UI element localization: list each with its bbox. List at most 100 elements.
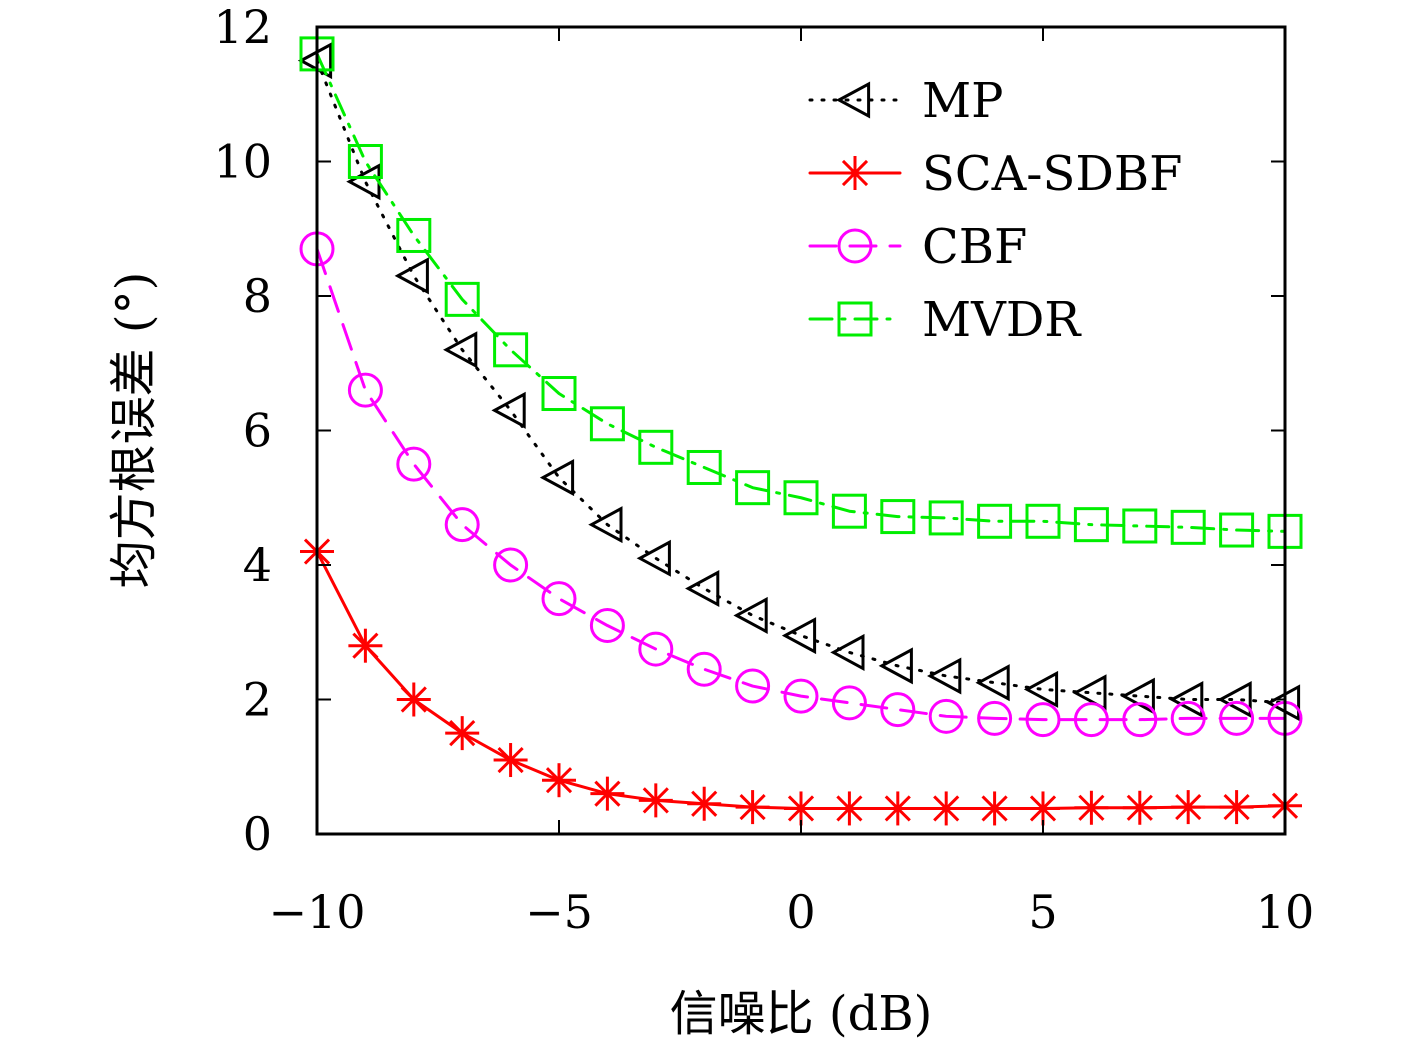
data-point-mvdr (347, 144, 383, 179)
y-tick-label: 6 (243, 404, 272, 458)
data-point-mp (1023, 670, 1059, 708)
data-point-cbf (735, 668, 771, 704)
data-point-mp (878, 647, 913, 685)
data-point-cbf (1025, 702, 1061, 738)
data-point-sca-sdbf (929, 791, 964, 826)
data-point-mvdr (493, 332, 529, 368)
y-tick-label: 12 (213, 0, 272, 54)
data-point-sca-sdbf (1171, 790, 1206, 825)
data-point-cbf (1219, 700, 1255, 736)
y-tick-label: 0 (243, 807, 272, 861)
data-point-cbf (493, 547, 529, 583)
legend-entry-sca-sdbf: SCA-SDBF (808, 146, 1182, 202)
legend-label-sca-sdbf: SCA-SDBF (922, 146, 1182, 202)
asterisk-stroke (1029, 795, 1057, 822)
data-point-mp (443, 331, 478, 369)
legend-entry-mvdr: MVDR (808, 292, 1082, 348)
legend-label-mvdr: MVDR (922, 292, 1082, 348)
data-point-sca-sdbf (445, 716, 480, 751)
asterisk-stroke (884, 795, 911, 822)
plot-marks (297, 36, 1303, 826)
data-point-mvdr (1025, 503, 1061, 539)
asterisk-stroke (981, 795, 1008, 822)
asterisk-stroke (1126, 794, 1153, 821)
data-point-mvdr (1122, 508, 1158, 544)
asterisk-stroke (449, 720, 476, 747)
data-point-cbf (1122, 702, 1158, 738)
data-point-sca-sdbf (832, 791, 867, 826)
series-sca-sdbf (300, 534, 1302, 826)
y-tick-label: 10 (213, 135, 272, 189)
data-point-mp (927, 657, 962, 695)
data-point-sca-sdbf (687, 786, 722, 821)
data-point-cbf (444, 507, 480, 543)
data-point-cbf (347, 372, 383, 408)
x-axis-label: 信噪比 (dB) (670, 986, 933, 1042)
data-point-cbf (977, 700, 1013, 736)
data-point-sca-sdbf (590, 776, 625, 811)
data-point-mp (1217, 680, 1252, 719)
data-point-mvdr (831, 493, 867, 529)
data-point-mvdr (880, 499, 916, 535)
asterisk-stroke (841, 159, 869, 187)
data-point-mvdr (541, 376, 577, 412)
data-point-sca-sdbf (1026, 791, 1060, 826)
data-point-mvdr (444, 281, 480, 317)
data-point-mvdr (589, 406, 625, 442)
x-tick-label: 0 (786, 885, 815, 939)
data-point-cbf (783, 678, 819, 714)
legend-marker-mp (835, 81, 871, 119)
x-tick-label: 5 (1028, 885, 1057, 939)
data-point-mvdr (638, 429, 674, 465)
data-point-sca-sdbf (348, 628, 383, 663)
data-point-mvdr (686, 449, 722, 485)
x-tick-label: 10 (1256, 885, 1315, 939)
legend-label-mp: MP (922, 73, 1003, 129)
data-point-sca-sdbf (880, 791, 915, 826)
data-point-mp (539, 459, 575, 497)
data-point-mp (1169, 680, 1204, 719)
y-tick-label: 2 (243, 673, 272, 727)
data-point-mvdr (977, 503, 1013, 539)
legend-marker-cbf (837, 228, 873, 264)
y-tick-label: 4 (243, 538, 272, 592)
data-point-sca-sdbf (1122, 790, 1157, 825)
data-point-cbf (589, 608, 625, 644)
data-point-cbf (396, 446, 432, 482)
y-tick-label: 8 (243, 269, 272, 323)
asterisk-stroke (836, 795, 863, 822)
data-point-mp (733, 596, 768, 634)
x-tick-label: −5 (525, 885, 593, 939)
data-point-cbf (686, 651, 722, 687)
data-point-sca-sdbf (638, 783, 673, 818)
legend-entry-mp: MP (808, 73, 1003, 129)
data-point-cbf (928, 698, 964, 734)
legend-label-cbf: CBF (922, 219, 1027, 275)
data-point-mvdr (1073, 507, 1109, 543)
data-point-mvdr (928, 500, 964, 536)
x-tick-label: −10 (268, 885, 365, 939)
data-point-mp (491, 391, 526, 429)
data-point-mp (685, 570, 720, 608)
data-point-mvdr (735, 470, 771, 506)
asterisk-stroke (642, 787, 669, 814)
data-point-cbf (638, 631, 674, 667)
data-point-sca-sdbf (396, 682, 431, 717)
data-point-sca-sdbf (1219, 790, 1254, 825)
asterisk-stroke (497, 746, 524, 774)
series-mvdr (299, 36, 1303, 549)
asterisk-stroke (594, 780, 621, 807)
data-point-sca-sdbf (977, 791, 1012, 826)
data-point-sca-sdbf (493, 743, 528, 778)
data-point-sca-sdbf (542, 763, 576, 798)
asterisk-stroke (1223, 794, 1250, 821)
asterisk-stroke (545, 767, 573, 794)
asterisk-stroke (400, 686, 427, 713)
data-point-cbf (880, 692, 916, 728)
data-point-mvdr (783, 480, 819, 516)
data-point-mvdr (1170, 509, 1206, 545)
data-point-mvdr (396, 217, 432, 253)
legend-entry-cbf: CBF (808, 219, 1027, 275)
